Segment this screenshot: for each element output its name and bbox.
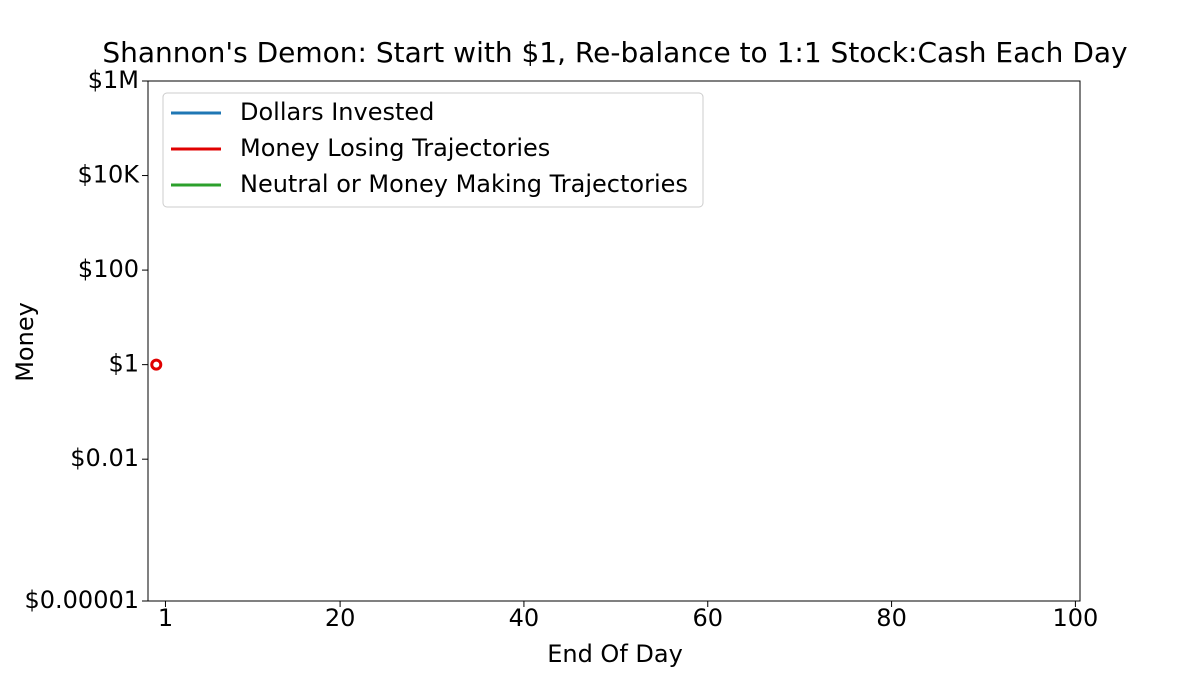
- legend-label: Money Losing Trajectories: [240, 134, 550, 162]
- x-tick-label: 20: [325, 604, 356, 632]
- series-marker: [150, 358, 163, 371]
- legend-box: [162, 92, 704, 208]
- y-tick-label: $0.00001: [24, 586, 139, 614]
- legend-label: Neutral or Money Making Trajectories: [240, 170, 688, 198]
- legend-label: Dollars Invested: [240, 98, 434, 126]
- x-tick-label: 100: [1052, 604, 1098, 632]
- chart-title: Shannon's Demon: Start with $1, Re-balan…: [102, 36, 1127, 69]
- y-tick-label: $1M: [88, 66, 139, 94]
- x-axis-label: End Of Day: [547, 640, 683, 668]
- x-tick-label: 80: [876, 604, 907, 632]
- y-tick-label: $0.01: [70, 444, 139, 472]
- y-axis-label: Money: [11, 302, 39, 382]
- x-tick-label: 60: [692, 604, 723, 632]
- y-tick-label: $100: [78, 255, 139, 283]
- x-tick-label: 40: [509, 604, 540, 632]
- y-tick-label: $10K: [77, 161, 140, 189]
- y-tick-label: $1: [108, 350, 139, 378]
- x-tick-label: 1: [158, 604, 173, 632]
- plot-frame: [147, 80, 1081, 602]
